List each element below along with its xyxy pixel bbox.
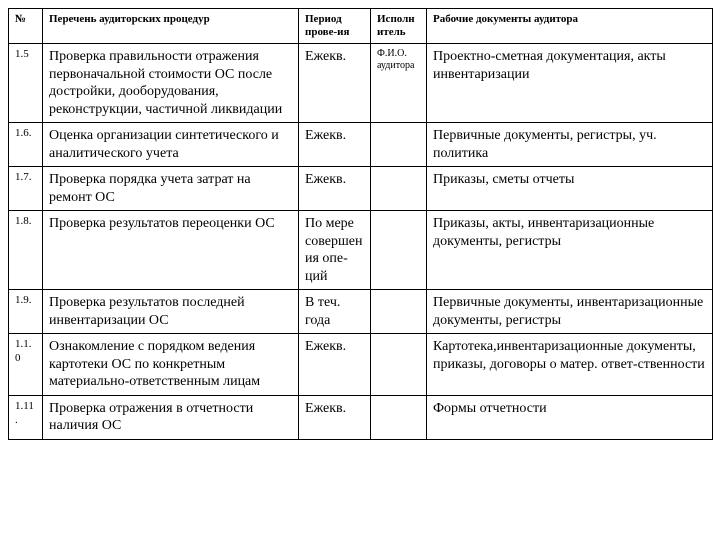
cell-num: 1.8.	[9, 211, 43, 290]
cell-period: Ежекв.	[299, 334, 371, 396]
cell-procedure: Оценка организации синтетического и анал…	[43, 123, 299, 167]
table-header-row: № Перечень аудиторских процедур Период п…	[9, 9, 713, 44]
col-header-period: Период прове-ия	[299, 9, 371, 44]
cell-period: Ежекв.	[299, 44, 371, 123]
table-row: 1.8. Проверка результатов переоценки ОС …	[9, 211, 713, 290]
cell-executor	[371, 334, 427, 396]
cell-num: 1.11.	[9, 395, 43, 439]
cell-num: 1.6.	[9, 123, 43, 167]
cell-procedure: Проверка результатов последней инвентари…	[43, 290, 299, 334]
cell-executor	[371, 211, 427, 290]
cell-num: 1.9.	[9, 290, 43, 334]
cell-documents: Проектно-сметная документация, акты инве…	[427, 44, 713, 123]
cell-num: 1.5	[9, 44, 43, 123]
cell-period: Ежекв.	[299, 167, 371, 211]
cell-procedure: Проверка правильности отражения первонач…	[43, 44, 299, 123]
cell-num: 1.1.0	[9, 334, 43, 396]
table-row: 1.6. Оценка организации синтетического и…	[9, 123, 713, 167]
cell-executor	[371, 395, 427, 439]
cell-period: Ежекв.	[299, 395, 371, 439]
cell-period: В теч. года	[299, 290, 371, 334]
cell-period: Ежекв.	[299, 123, 371, 167]
col-header-num: №	[9, 9, 43, 44]
cell-documents: Приказы, сметы отчеты	[427, 167, 713, 211]
cell-executor	[371, 123, 427, 167]
cell-documents: Первичные документы, регистры, уч. полит…	[427, 123, 713, 167]
table-row: 1.9. Проверка результатов последней инве…	[9, 290, 713, 334]
col-header-executor: Исполнитель	[371, 9, 427, 44]
cell-documents: Приказы, акты, инвентаризационные докуме…	[427, 211, 713, 290]
cell-num: 1.7.	[9, 167, 43, 211]
cell-documents: Первичные документы, инвентаризационные …	[427, 290, 713, 334]
cell-executor	[371, 167, 427, 211]
cell-procedure: Проверка результатов переоценки ОС	[43, 211, 299, 290]
table-row: 1.5 Проверка правильности отражения перв…	[9, 44, 713, 123]
col-header-procedure: Перечень аудиторских процедур	[43, 9, 299, 44]
cell-executor: Ф.И.О. аудитора	[371, 44, 427, 123]
cell-procedure: Ознакомление с порядком ведения картотек…	[43, 334, 299, 396]
cell-procedure: Проверка порядка учета затрат на ремонт …	[43, 167, 299, 211]
audit-procedures-table: № Перечень аудиторских процедур Период п…	[8, 8, 713, 440]
table-row: 1.7. Проверка порядка учета затрат на ре…	[9, 167, 713, 211]
cell-procedure: Проверка отражения в отчетности наличия …	[43, 395, 299, 439]
table-row: 1.1.0 Ознакомление с порядком ведения ка…	[9, 334, 713, 396]
table-row: 1.11. Проверка отражения в отчетности на…	[9, 395, 713, 439]
col-header-documents: Рабочие документы аудитора	[427, 9, 713, 44]
cell-documents: Формы отчетности	[427, 395, 713, 439]
cell-period: По мере совершения опе-ций	[299, 211, 371, 290]
cell-executor	[371, 290, 427, 334]
cell-documents: Картотека,инвентаризационные документы, …	[427, 334, 713, 396]
